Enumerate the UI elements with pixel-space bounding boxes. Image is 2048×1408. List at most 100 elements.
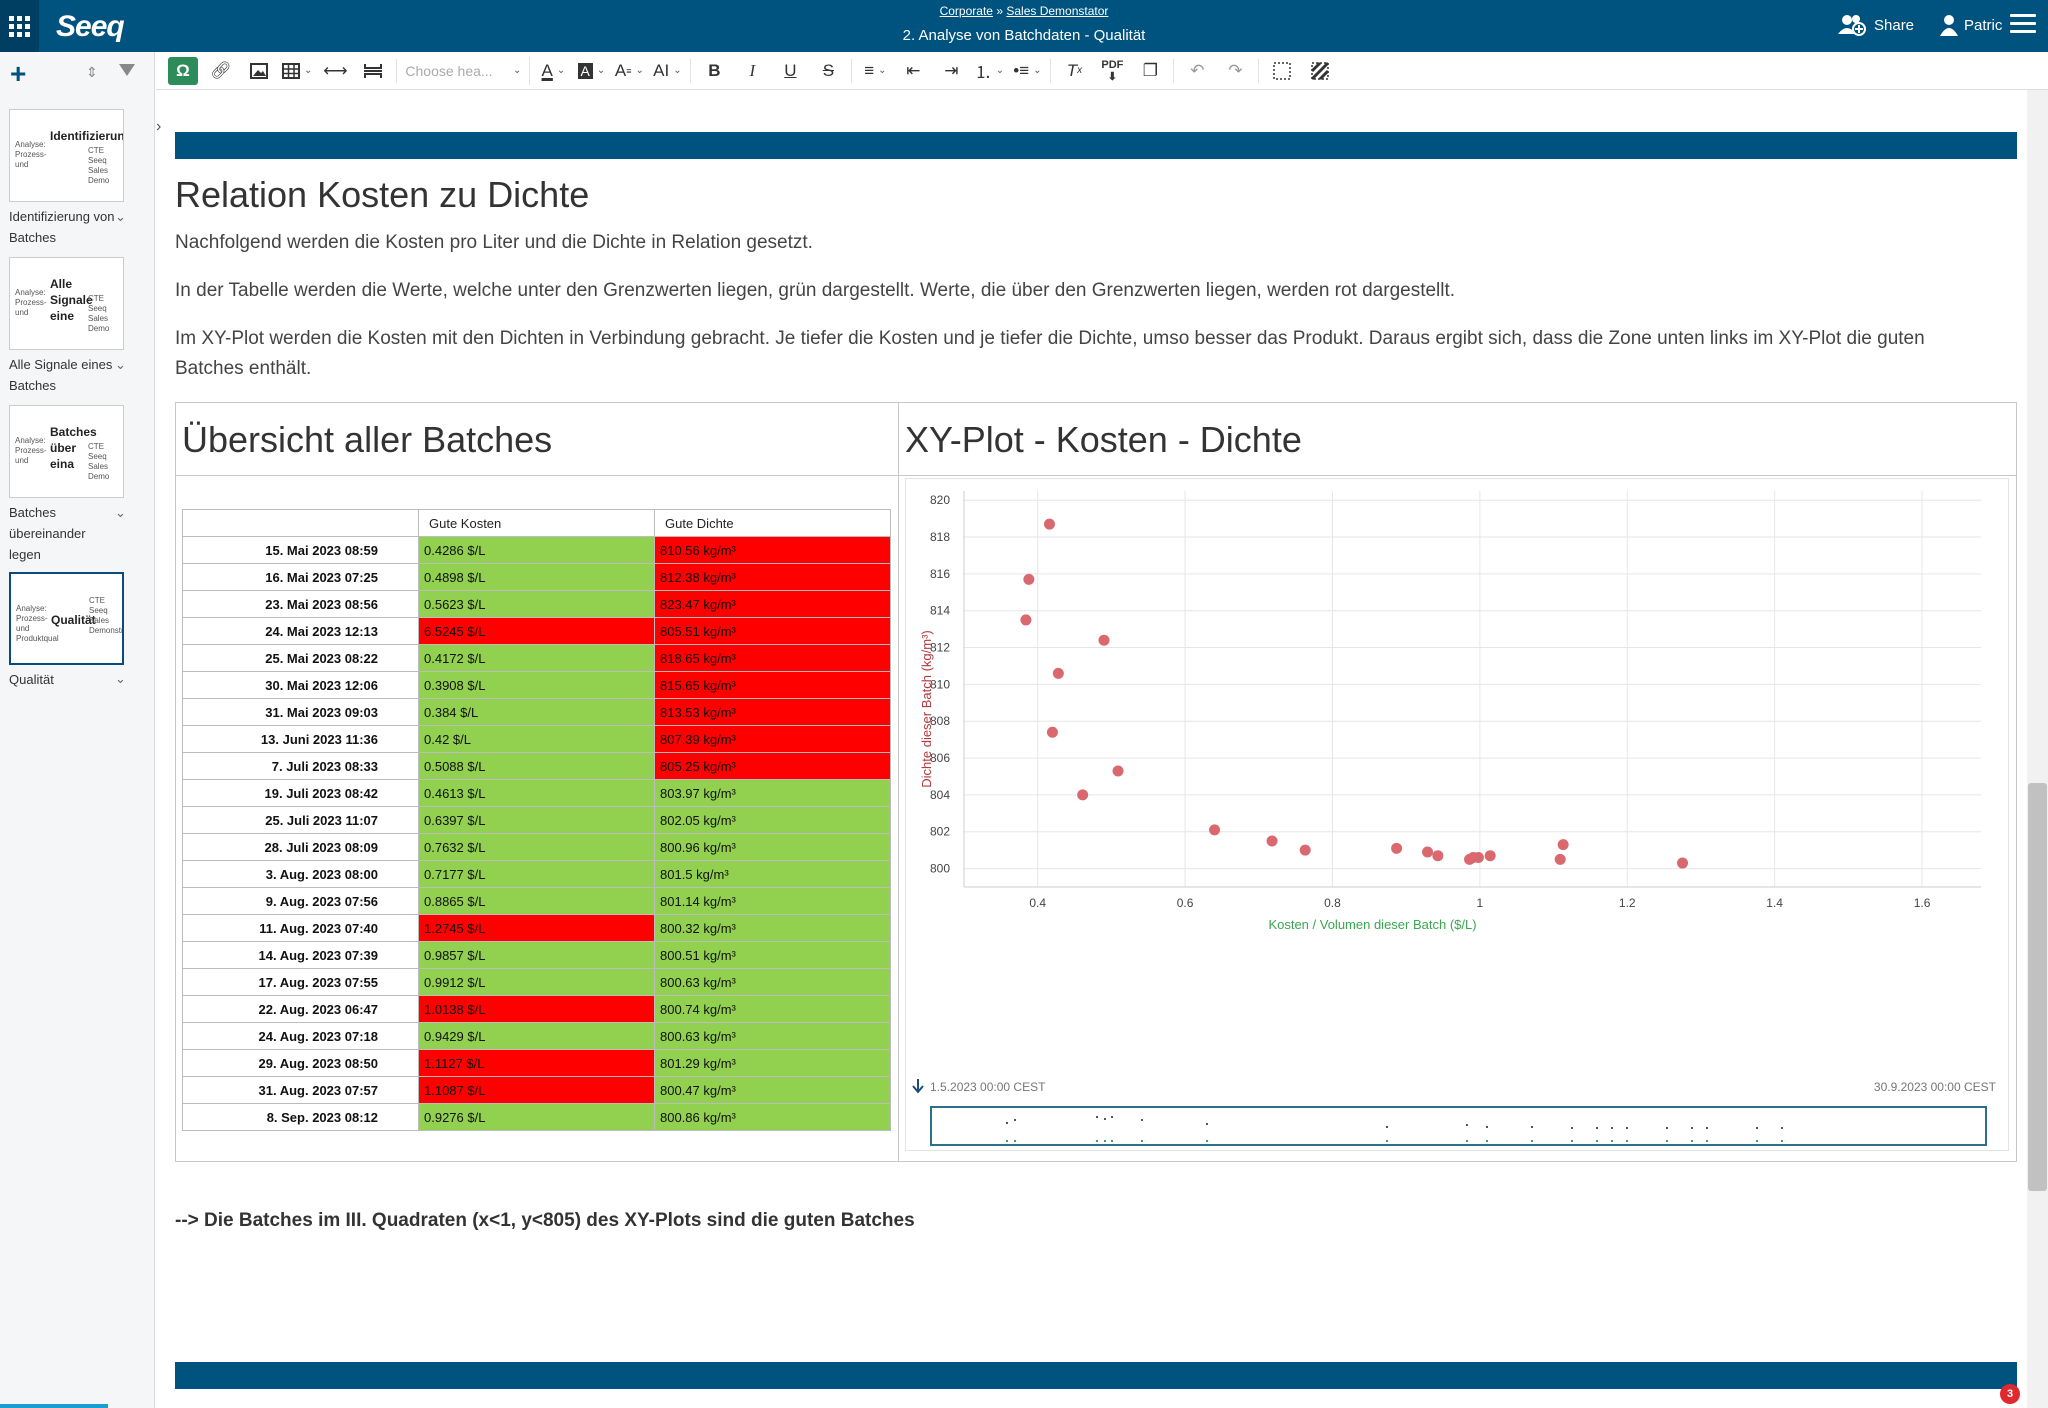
- worksheet-item-alle-signale[interactable]: Analyse: Prozess- und Alle Signale eine …: [9, 257, 126, 396]
- share-button[interactable]: Share: [1838, 14, 1914, 36]
- seeq-insert-icon[interactable]: Ω: [168, 56, 198, 85]
- horizontal-arrows-icon[interactable]: ⟷: [323, 60, 348, 80]
- copy-icon[interactable]: ❐: [1142, 60, 1159, 80]
- navigator-sample: [1466, 1124, 1468, 1126]
- scatter-point[interactable]: [1052, 667, 1064, 679]
- redo-icon[interactable]: ↷: [1228, 60, 1243, 80]
- table-row: 29. Aug. 2023 08:50 1.1127 $/L 801.29 kg/m…: [182, 1049, 891, 1077]
- kosten-cell: 0.9429 $/L: [418, 1022, 655, 1050]
- scatter-point[interactable]: [1554, 853, 1566, 865]
- scatter-point[interactable]: [1391, 842, 1403, 854]
- scatter-point[interactable]: [1557, 839, 1569, 851]
- chevron-down-icon[interactable]: ⌄: [115, 209, 126, 224]
- table-row: 16. Mai 2023 07:25 0.4898 $/L 812.38 kg/m³: [182, 563, 891, 591]
- filter-icon[interactable]: [119, 64, 135, 76]
- scrollbar-thumb[interactable]: [2028, 783, 2047, 1191]
- chevron-down-icon[interactable]: ⌄: [115, 357, 126, 372]
- chevron-down-icon[interactable]: ⌄: [115, 671, 126, 686]
- apps-grid-button[interactable]: [0, 0, 39, 52]
- xy-plot[interactable]: 800 802 804 806 808 810 812 814 816 818 820 0.4 0.6 0…: [905, 478, 2009, 1151]
- kosten-cell: 1.1087 $/L: [418, 1076, 655, 1104]
- user-menu-button[interactable]: Patric: [1940, 14, 2002, 36]
- navigator-sample: [1611, 1127, 1613, 1129]
- breadcrumb-corporate[interactable]: Corporate: [939, 4, 993, 18]
- batch-date-cell: 30. Mai 2023 12:06: [182, 671, 419, 699]
- scatter-point[interactable]: [1422, 846, 1434, 858]
- worksteps-sidebar: + ⇕ Analyse: Prozess- und Identifizierun…: [0, 52, 155, 1408]
- undo-icon[interactable]: ↶: [1190, 60, 1205, 80]
- xy-plot-svg[interactable]: 800 802 804 806 808 810 812 814 816 818 820 0.4 0.6 0…: [906, 479, 2008, 1150]
- worksheet-item-identifizierung[interactable]: Analyse: Prozess- und Identifizierung CT…: [9, 109, 126, 248]
- scatter-point[interactable]: [1677, 857, 1689, 869]
- scrollbar-track[interactable]: [2027, 90, 2048, 1408]
- table-row: 31. Aug. 2023 07:57 1.1087 $/L 800.47 kg/m…: [182, 1076, 891, 1104]
- outdent-icon[interactable]: ⇤: [906, 60, 921, 80]
- underline-icon[interactable]: U: [784, 60, 797, 80]
- scatter-point[interactable]: [1023, 573, 1035, 585]
- navigator-sample: [1096, 1140, 1098, 1142]
- numbered-list-icon[interactable]: ⒈ ⌄: [974, 63, 1005, 82]
- chevron-right-icon[interactable]: ›: [156, 118, 162, 135]
- sort-icon[interactable]: ⇕: [86, 64, 98, 80]
- scatter-point[interactable]: [1484, 850, 1496, 862]
- dichte-cell: 800.63 kg/m³: [654, 968, 891, 996]
- bulleted-list-icon[interactable]: •≡ ⌄: [1013, 60, 1042, 80]
- strikethrough-icon[interactable]: S: [822, 60, 835, 80]
- scatter-point[interactable]: [1209, 824, 1221, 836]
- navigator-sample: [1611, 1140, 1613, 1142]
- kosten-cell: 0.6397 $/L: [418, 806, 655, 834]
- thumbnail-text: Analyse: Prozess- und: [15, 436, 47, 465]
- pattern-icon[interactable]: [1305, 57, 1335, 85]
- dichte-cell: 801.14 kg/m³: [654, 887, 891, 915]
- scatter-point[interactable]: [1098, 634, 1110, 646]
- font-family-icon[interactable]: A ≡ ⌄: [614, 60, 644, 80]
- add-worksheet-button[interactable]: +: [10, 58, 27, 89]
- pdf-export-icon[interactable]: PDF ⬇: [1101, 58, 1124, 83]
- navigator-sample: [1111, 1116, 1113, 1118]
- worksheet-item-qualitaet[interactable]: Analyse: Prozess- und Produktqual Qualit…: [9, 572, 126, 690]
- scatter-point[interactable]: [1472, 852, 1484, 864]
- batch-date-cell: 24. Mai 2023 12:13: [182, 617, 419, 645]
- indent-icon[interactable]: ⇥: [944, 60, 959, 80]
- navigator-sample: [1104, 1118, 1106, 1120]
- align-icon[interactable]: ≡ ⌄: [864, 60, 887, 80]
- scatter-point[interactable]: [1432, 850, 1444, 862]
- scatter-point[interactable]: [1266, 835, 1278, 847]
- font-color-icon[interactable]: A ⌄: [541, 60, 566, 80]
- user-icon: [1940, 15, 1958, 36]
- scatter-point[interactable]: [1077, 789, 1089, 801]
- worksheet-label: Batches übereinander legen: [9, 505, 86, 562]
- chevron-down-icon[interactable]: ⌄: [115, 505, 126, 520]
- select-area-icon[interactable]: [1267, 57, 1297, 85]
- navigator-sample: [1014, 1140, 1016, 1142]
- bold-icon[interactable]: B: [708, 60, 721, 80]
- thumbnail-text: Qualität: [51, 613, 96, 627]
- notification-badge[interactable]: 3: [2000, 1384, 2020, 1404]
- breadcrumb-sales-demonstator[interactable]: Sales Demonstator: [1006, 4, 1109, 18]
- navigator-sample: [1666, 1140, 1668, 1142]
- worksheet-item-batches-uebereinander[interactable]: Analyse: Prozess- und Batches über eina …: [9, 405, 126, 565]
- scatter-point[interactable]: [1043, 518, 1055, 530]
- download-arrow-icon[interactable]: [912, 1079, 924, 1094]
- navigator-sample: [1104, 1140, 1106, 1142]
- hamburger-menu-icon[interactable]: [2010, 14, 2036, 36]
- image-icon[interactable]: [244, 57, 274, 85]
- heading-select[interactable]: Choose hea... ⌄: [405, 56, 531, 85]
- scatter-point[interactable]: [1112, 765, 1124, 777]
- font-size-icon[interactable]: AI ⌄: [653, 60, 682, 80]
- link-icon[interactable]: 🔗︎: [210, 60, 232, 80]
- batch-table: Gute Kosten Gute Dichte 15. Mai 2023 08:…: [182, 509, 891, 1131]
- table-icon[interactable]: ⌄: [282, 57, 312, 85]
- kosten-cell: 1.2745 $/L: [418, 914, 655, 942]
- breadcrumb: Corporate » Sales Demonstator: [0, 4, 2048, 18]
- page-break-icon[interactable]: [358, 57, 388, 85]
- italic-icon[interactable]: I: [749, 60, 756, 80]
- divider: [176, 475, 899, 476]
- scatter-point[interactable]: [1046, 726, 1058, 738]
- scatter-point[interactable]: [1299, 844, 1311, 856]
- scatter-point[interactable]: [1020, 614, 1032, 626]
- background-color-icon[interactable]: A ⌄: [576, 57, 606, 85]
- thumbnail-text: CTE Seeq Sales Demo: [88, 294, 110, 333]
- time-navigator[interactable]: [930, 1106, 1987, 1146]
